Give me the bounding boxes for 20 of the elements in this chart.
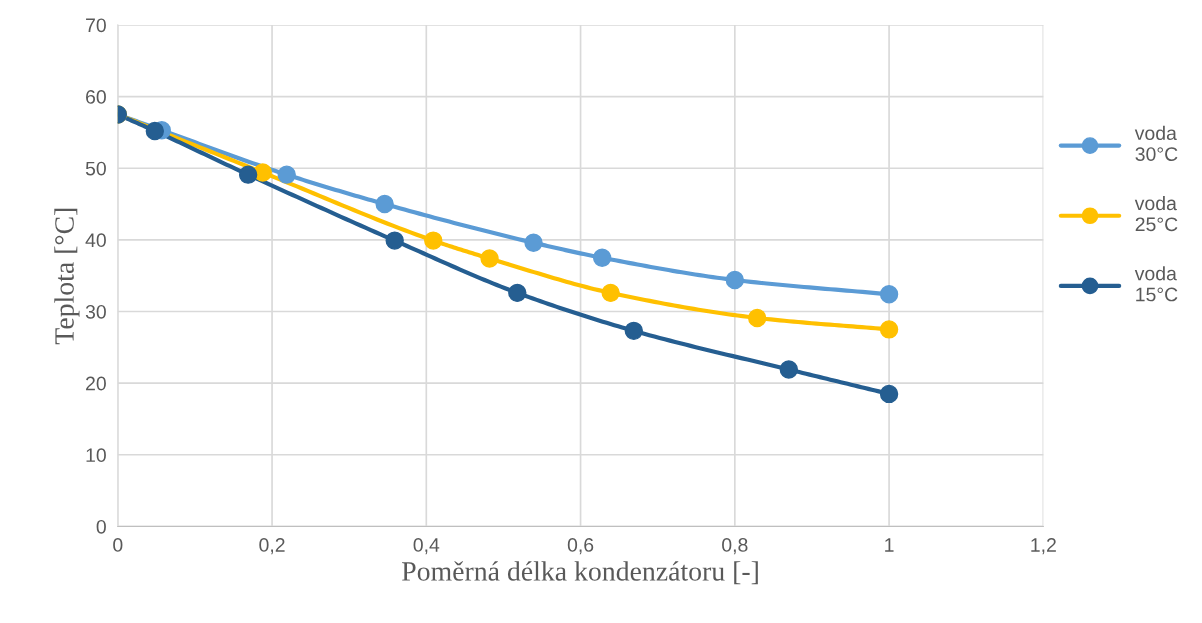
x-tick-label: 0,6: [567, 538, 594, 555]
x-tick-label: 0,8: [722, 538, 748, 555]
y-tick-label: 10: [86, 448, 106, 463]
y-tick-label: 40: [85, 233, 106, 248]
x-axis-title: Poměrná délka kondenzátoru [-]: [402, 561, 758, 585]
legend-label: voda 25°C: [1134, 195, 1178, 232]
x-tick-label: 1,2: [1031, 538, 1056, 555]
x-tick-label: 0,4: [413, 538, 440, 555]
y-tick-label: 60: [86, 90, 106, 104]
y-tick-label: 0: [96, 519, 106, 534]
x-tick-label: 1: [885, 538, 894, 552]
x-tick-label: 0,2: [259, 538, 285, 555]
y-tick-label: 50: [85, 161, 106, 176]
legend-label: voda 30°C: [1134, 125, 1178, 162]
y-axis-title: Teplota [°C]: [54, 208, 80, 345]
y-tick-label: 30: [85, 304, 106, 319]
legend-label: voda 15°C: [1134, 266, 1178, 302]
x-tick-label: 0: [113, 538, 123, 552]
y-tick-label: 20: [86, 376, 106, 391]
y-tick-label: 70: [86, 18, 106, 33]
